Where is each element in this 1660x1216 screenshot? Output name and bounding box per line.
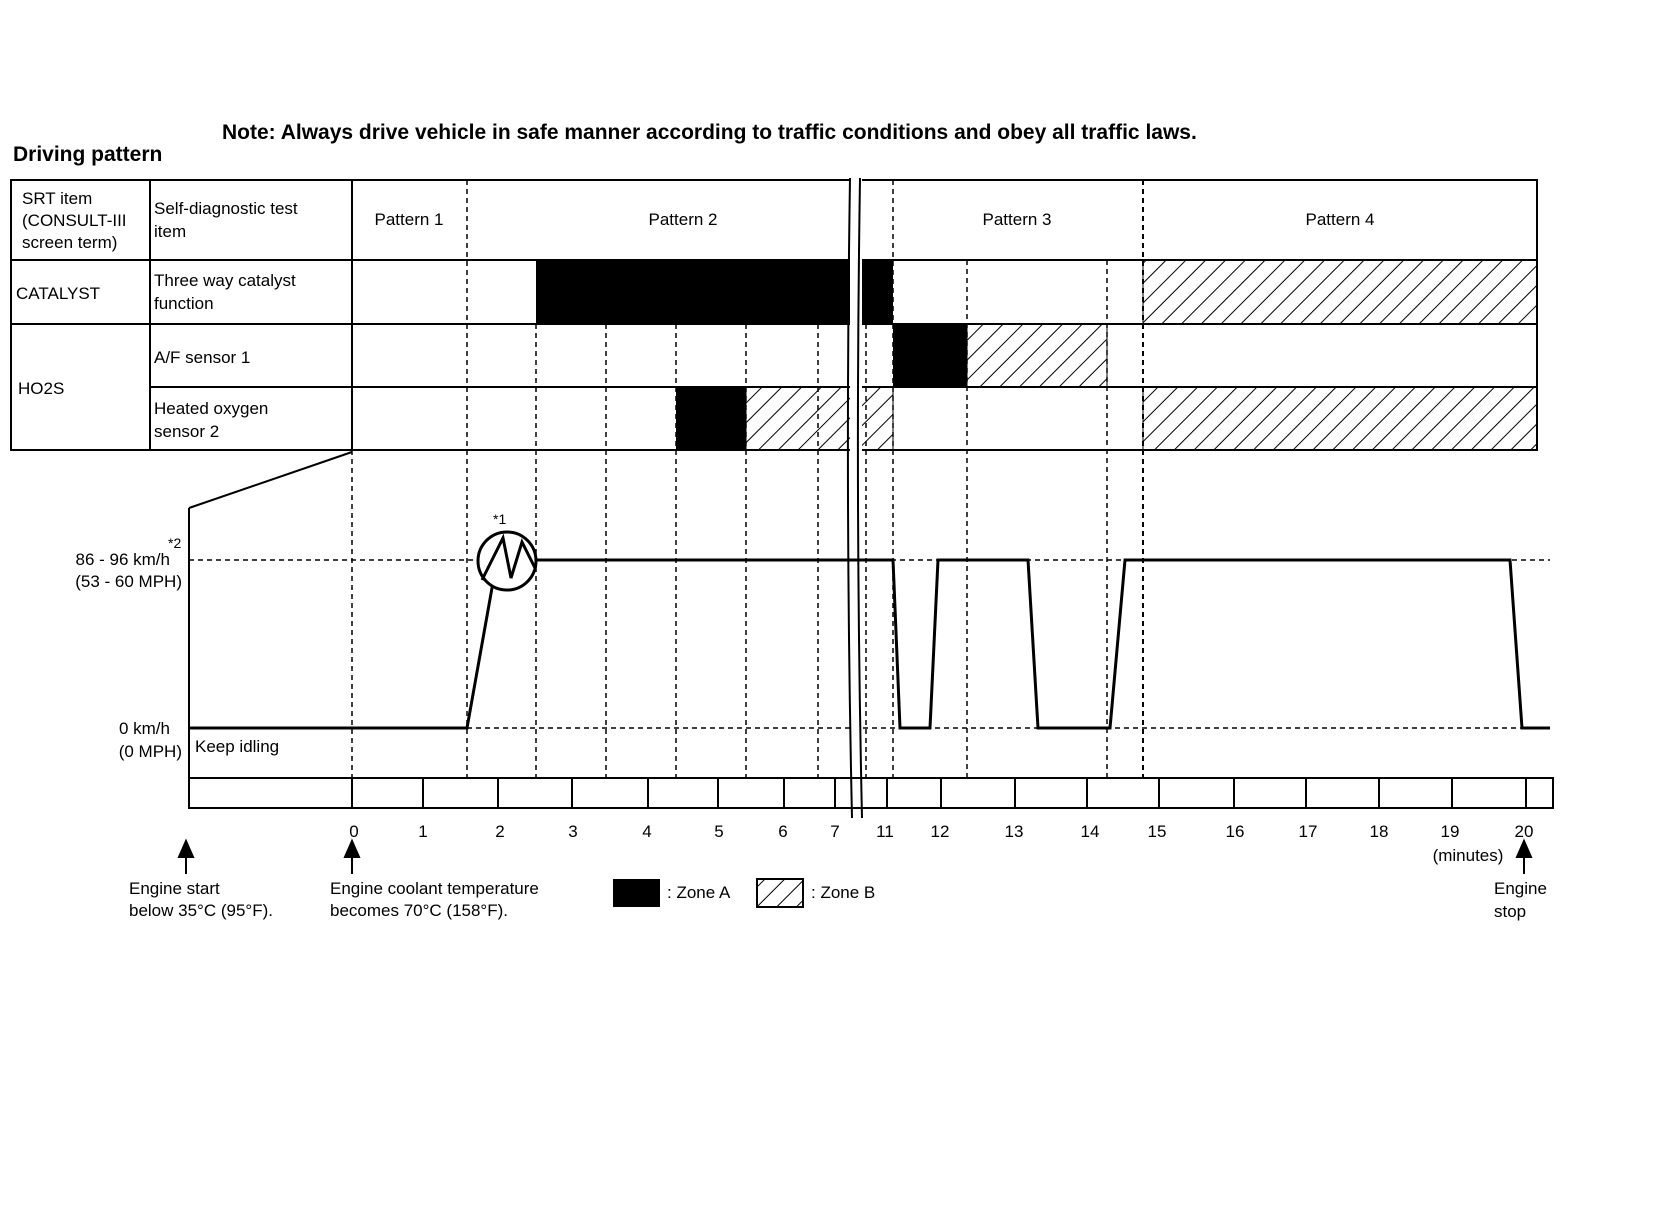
- tick-label: 1: [418, 822, 427, 841]
- pattern-1-header: Pattern 1: [375, 210, 444, 229]
- ho2-sensor-item-line1: Heated oxygen: [154, 399, 268, 418]
- ho2-sensor-item-line2: sensor 2: [154, 422, 219, 441]
- engine-stop-line1: Engine: [1494, 879, 1547, 898]
- speed-profile-line: [189, 558, 1550, 730]
- engine-start-line2: below 35°C (95°F).: [129, 901, 273, 920]
- tick-label: 4: [642, 822, 651, 841]
- tick-label: 12: [931, 822, 950, 841]
- tick-label: 5: [714, 822, 723, 841]
- tick-label: 17: [1299, 822, 1318, 841]
- safety-note: Note: Always drive vehicle in safe manne…: [222, 121, 1197, 144]
- tick-label: 16: [1226, 822, 1245, 841]
- zone-b-blocks: [745, 259, 1538, 451]
- srt-header-line1: SRT item: [22, 189, 92, 208]
- minutes-label: (minutes): [1433, 846, 1504, 865]
- engine-start-line1: Engine start: [129, 879, 220, 898]
- test-item-header-line2: item: [154, 222, 186, 241]
- srt-header-line2: (CONSULT-III: [22, 211, 127, 230]
- zone-a-blocks: [536, 260, 967, 450]
- tick-label: 11: [876, 822, 894, 841]
- accel-note: *1: [493, 511, 506, 527]
- coolant-line1: Engine coolant temperature: [330, 879, 539, 898]
- engine-stop-line2: stop: [1494, 902, 1526, 921]
- pattern-2-header: Pattern 2: [649, 210, 718, 229]
- pattern-3-header: Pattern 3: [983, 210, 1052, 229]
- tick-label: 0: [349, 822, 358, 841]
- tick-label: 18: [1370, 822, 1389, 841]
- high-speed-note: *2: [168, 535, 181, 551]
- tick-label: 19: [1441, 822, 1460, 841]
- zone-a-label: : Zone A: [667, 883, 731, 902]
- arrow-icons: [177, 838, 1533, 874]
- tick-label: 2: [495, 822, 504, 841]
- speed-chart-frame: [188, 451, 1554, 809]
- tick-label: 7: [830, 822, 839, 841]
- pattern-4-header: Pattern 4: [1306, 210, 1375, 229]
- idle-speed-kmh: 0 km/h: [119, 719, 170, 738]
- high-speed-mph: (53 - 60 MPH): [75, 572, 182, 591]
- catalyst-srt: CATALYST: [16, 284, 100, 303]
- diagram-title: Driving pattern: [13, 143, 162, 166]
- tick-label: 14: [1081, 822, 1100, 841]
- coolant-line2: becomes 70°C (158°F).: [330, 901, 508, 920]
- zone-a-swatch: [613, 879, 660, 907]
- catalyst-item-line2: function: [154, 294, 214, 313]
- tick-label: 15: [1148, 822, 1167, 841]
- test-item-header-line1: Self-diagnostic test: [154, 199, 298, 218]
- tick-label: 6: [778, 822, 787, 841]
- acceleration-note-icon: [476, 530, 538, 592]
- tick-label: 3: [568, 822, 577, 841]
- zone-b-label: : Zone B: [811, 883, 875, 902]
- srt-header-line3: screen term): [22, 233, 117, 252]
- tick-label: 20: [1515, 822, 1534, 841]
- tick-label: 13: [1005, 822, 1024, 841]
- keep-idling-label: Keep idling: [195, 737, 279, 756]
- time-break-marks: [846, 177, 863, 819]
- zone-b-swatch: [756, 878, 804, 908]
- srt-table-grid: [10, 179, 1538, 451]
- af-sensor-item: A/F sensor 1: [154, 348, 250, 367]
- catalyst-item-line1: Three way catalyst: [154, 271, 296, 290]
- ho2s-srt: HO2S: [18, 379, 64, 398]
- high-speed-kmh: 86 - 96 km/h: [76, 550, 171, 569]
- time-tick-labels: 0 1 2 3 4 5 6 7 11 12 13 14 15 16 17 18 …: [349, 822, 1533, 865]
- timeline-ticks: [351, 778, 1527, 808]
- idle-speed-mph: (0 MPH): [119, 742, 182, 761]
